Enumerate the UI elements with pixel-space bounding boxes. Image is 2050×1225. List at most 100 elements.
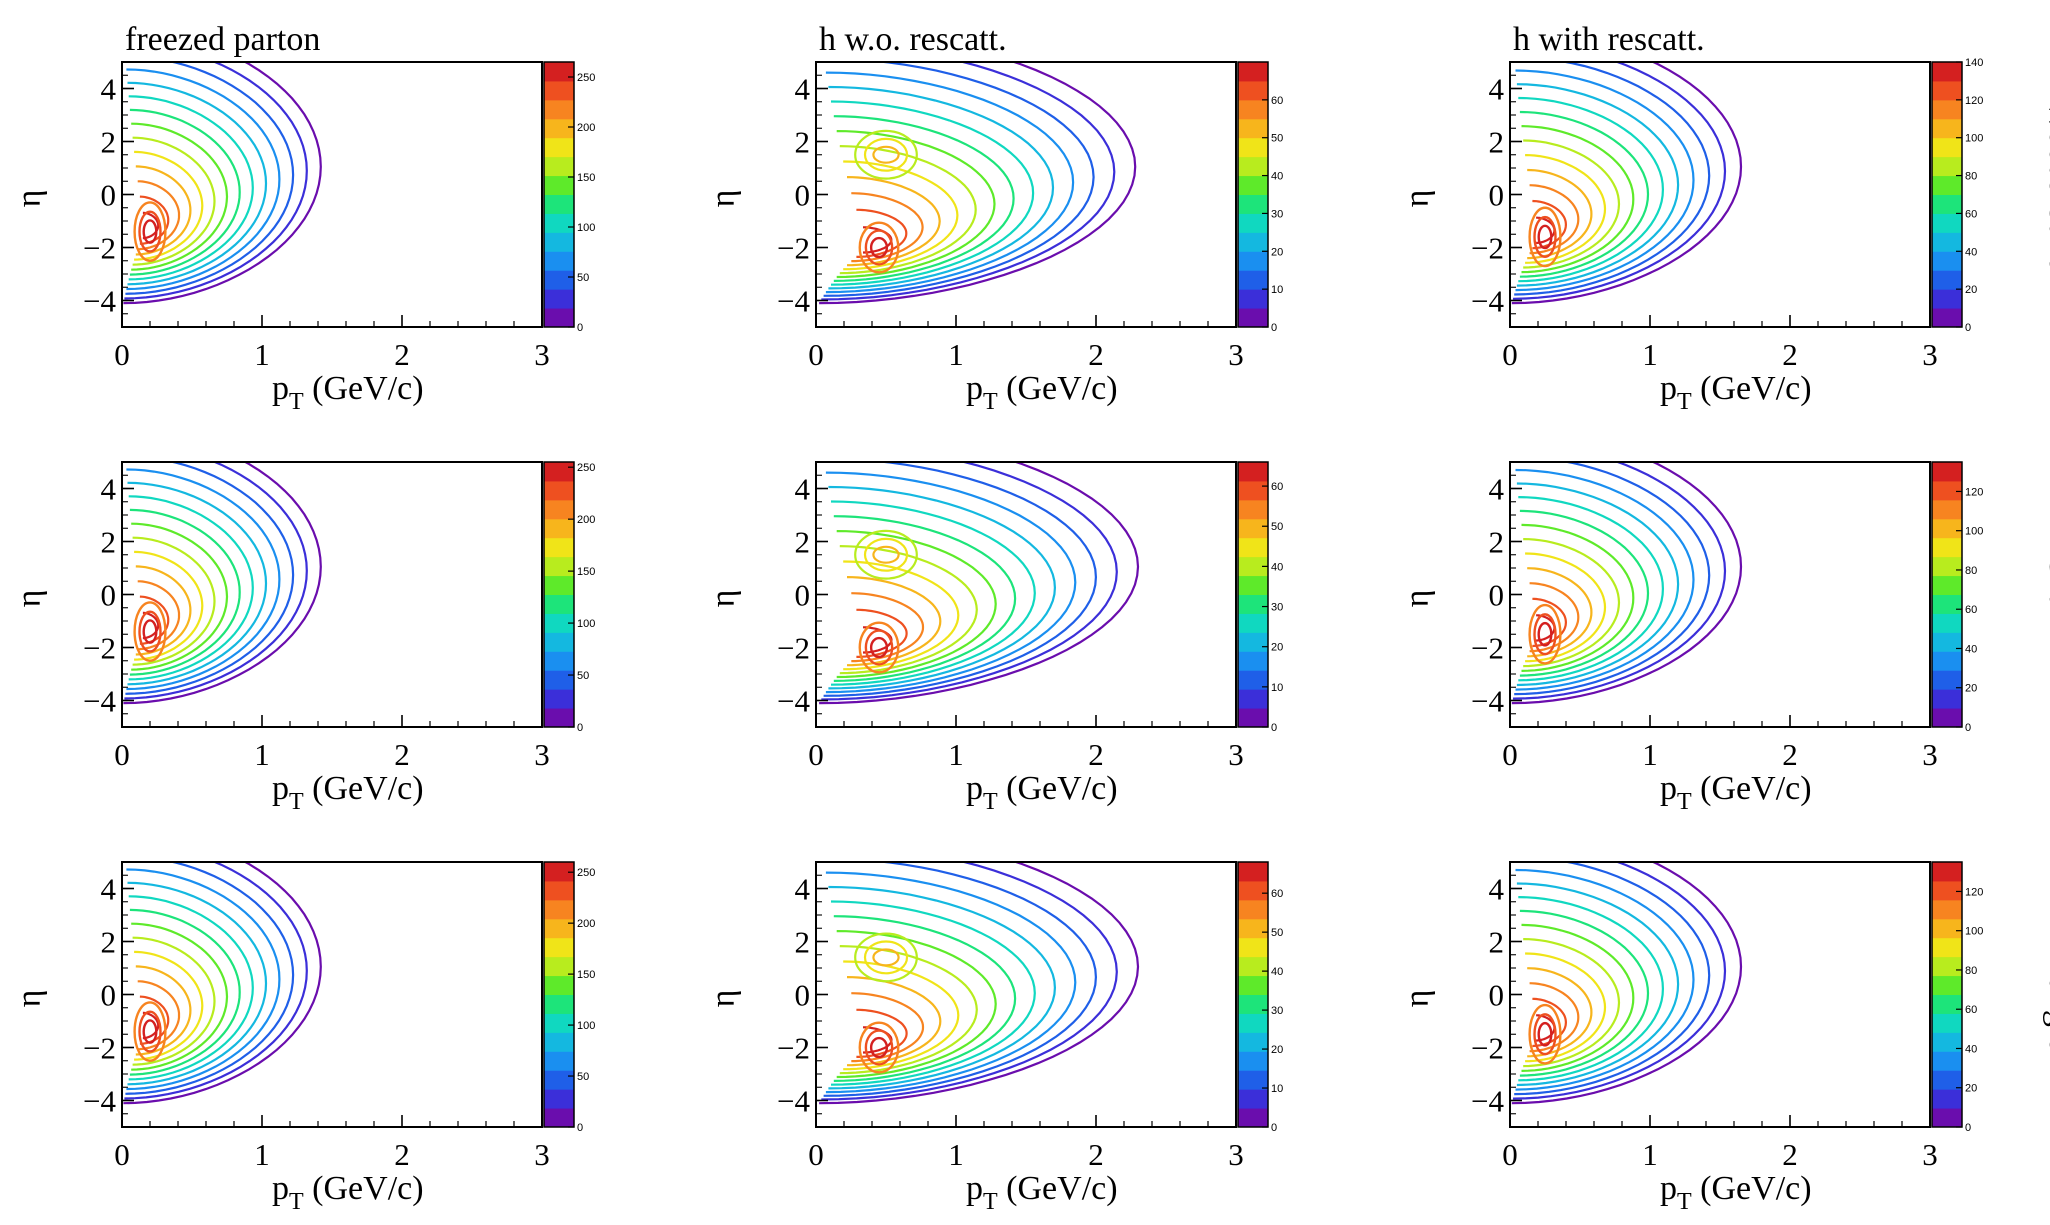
colorbar-tick-label: 60 xyxy=(1965,208,1977,220)
y-tick-label: −2 xyxy=(1471,1031,1504,1066)
colorbar-segment xyxy=(544,1032,574,1052)
column-title: h with rescatt. xyxy=(1513,21,1705,58)
x-tick-label: 0 xyxy=(808,1137,824,1172)
y-tick-label: −2 xyxy=(83,231,116,266)
contour-level-10 xyxy=(1525,154,1607,264)
colorbar-segment xyxy=(1932,556,1962,577)
colorbar-tick-label: 0 xyxy=(577,1122,583,1134)
peak-contour xyxy=(869,236,889,259)
x-axis-label: pT (GeV/c) xyxy=(1660,370,1812,415)
colorbar-frame xyxy=(1931,61,1963,328)
plot-frame xyxy=(121,861,543,1128)
colorbar-tick-label: 80 xyxy=(1965,565,1977,577)
colorbar-tick-label: 150 xyxy=(577,969,595,981)
colorbar-frame xyxy=(1237,861,1269,1128)
peak-contour xyxy=(138,610,162,653)
panel-3-1: 0 1 2 3 4 2 0 −2 −4 pT (GeV/c) η 0 50 100 150 200 250 xyxy=(11,861,595,1215)
y-tick-label: −2 xyxy=(83,631,116,666)
x-tick-label: 1 xyxy=(1642,737,1658,772)
colorbar-tick-label: 200 xyxy=(577,918,595,930)
contour-level-13 xyxy=(856,208,908,258)
colorbar-tick-label: 250 xyxy=(577,867,595,879)
colorbar-segment xyxy=(1238,99,1268,120)
contour-level-9 xyxy=(839,945,978,1075)
colorbar-segment xyxy=(1238,499,1268,520)
colorbar-segment xyxy=(544,918,574,939)
contour-level-2 xyxy=(124,62,308,300)
peak-contour xyxy=(1533,613,1557,656)
contour-level-13 xyxy=(856,608,908,658)
peak-contour xyxy=(864,229,894,266)
contour-level-11 xyxy=(846,576,942,667)
y-tick-label: 4 xyxy=(101,72,117,107)
x-axis-label: pT (GeV/c) xyxy=(272,370,424,415)
y-tick-label: 4 xyxy=(1489,72,1505,107)
x-tick-label: 2 xyxy=(1782,337,1798,372)
colorbar-segment xyxy=(1238,670,1268,690)
colorbar-segment xyxy=(1238,956,1268,977)
contour-level-10 xyxy=(1525,952,1607,1063)
x-tick-label: 1 xyxy=(948,1137,964,1172)
colorbar-segment xyxy=(544,537,574,558)
y-tick-label: 0 xyxy=(1489,178,1505,213)
contour-level-2 xyxy=(1512,862,1727,1100)
contour-level-7 xyxy=(1519,909,1650,1077)
colorbar-tick-label: 40 xyxy=(1965,1043,1977,1055)
peak-contour xyxy=(138,210,162,253)
colorbar-tick-label: 250 xyxy=(577,72,595,84)
y-tick-label: −4 xyxy=(83,684,116,719)
y-tick-label: −4 xyxy=(83,284,116,319)
peak-contour xyxy=(869,1036,889,1059)
x-tick-label: 1 xyxy=(254,337,270,372)
contour-level-2 xyxy=(124,862,308,1100)
colorbar-segment xyxy=(544,1070,574,1090)
contour-level-13 xyxy=(856,1008,908,1058)
colorbar-segment xyxy=(544,575,574,595)
contour-level-6 xyxy=(830,100,1035,286)
colorbar-tick-label: 0 xyxy=(1271,1122,1277,1134)
contour-level-7 xyxy=(833,515,1017,682)
peak-contour xyxy=(142,1019,158,1044)
colorbar-segment xyxy=(1238,175,1268,195)
contour-level-2 xyxy=(1512,462,1727,700)
colorbar-segment xyxy=(1238,62,1268,82)
colorbar-segment xyxy=(544,99,574,120)
y-tick-label: −2 xyxy=(777,631,810,666)
x-axis-label: pT (GeV/c) xyxy=(1660,770,1812,815)
contour-level-6 xyxy=(128,895,254,1081)
colorbar-segment xyxy=(544,118,574,139)
contour-level-7 xyxy=(833,915,1017,1082)
peak-contour xyxy=(133,1001,167,1062)
colorbar-segment xyxy=(1932,156,1962,177)
x-tick-label: 3 xyxy=(1228,337,1244,372)
colorbar-tick-label: 50 xyxy=(577,1071,589,1083)
colorbar-segment xyxy=(544,62,574,82)
colorbar-segment xyxy=(544,899,574,920)
colorbar-segment xyxy=(1932,994,1962,1014)
y-axis-label: η xyxy=(11,990,48,1008)
x-tick-label: 0 xyxy=(114,737,130,772)
contour-lines xyxy=(819,62,1137,305)
x-tick-label: 1 xyxy=(254,1137,270,1172)
contour-level-9 xyxy=(839,145,977,275)
colorbar-tick-label: 60 xyxy=(1271,95,1283,107)
colorbar-segment xyxy=(1932,499,1962,520)
y-tick-label: 2 xyxy=(101,125,117,160)
colorbar-segment xyxy=(544,1051,574,1071)
peak-contour xyxy=(1528,206,1562,268)
x-axis-label: pT (GeV/c) xyxy=(272,770,424,815)
colorbar-tick-label: 200 xyxy=(577,122,595,134)
colorbar-segment xyxy=(1932,918,1962,939)
colorbar-tick-label: 50 xyxy=(1271,133,1283,145)
x-axis-label: pT (GeV/c) xyxy=(966,1170,1118,1215)
contour-level-3 xyxy=(125,62,295,295)
colorbar-tick-label: 0 xyxy=(1965,1122,1971,1134)
contour-level-1 xyxy=(819,62,1137,305)
colorbar-segment xyxy=(1238,556,1268,577)
y-tick-label: 0 xyxy=(101,178,117,213)
colorbar-segment xyxy=(1932,862,1962,882)
